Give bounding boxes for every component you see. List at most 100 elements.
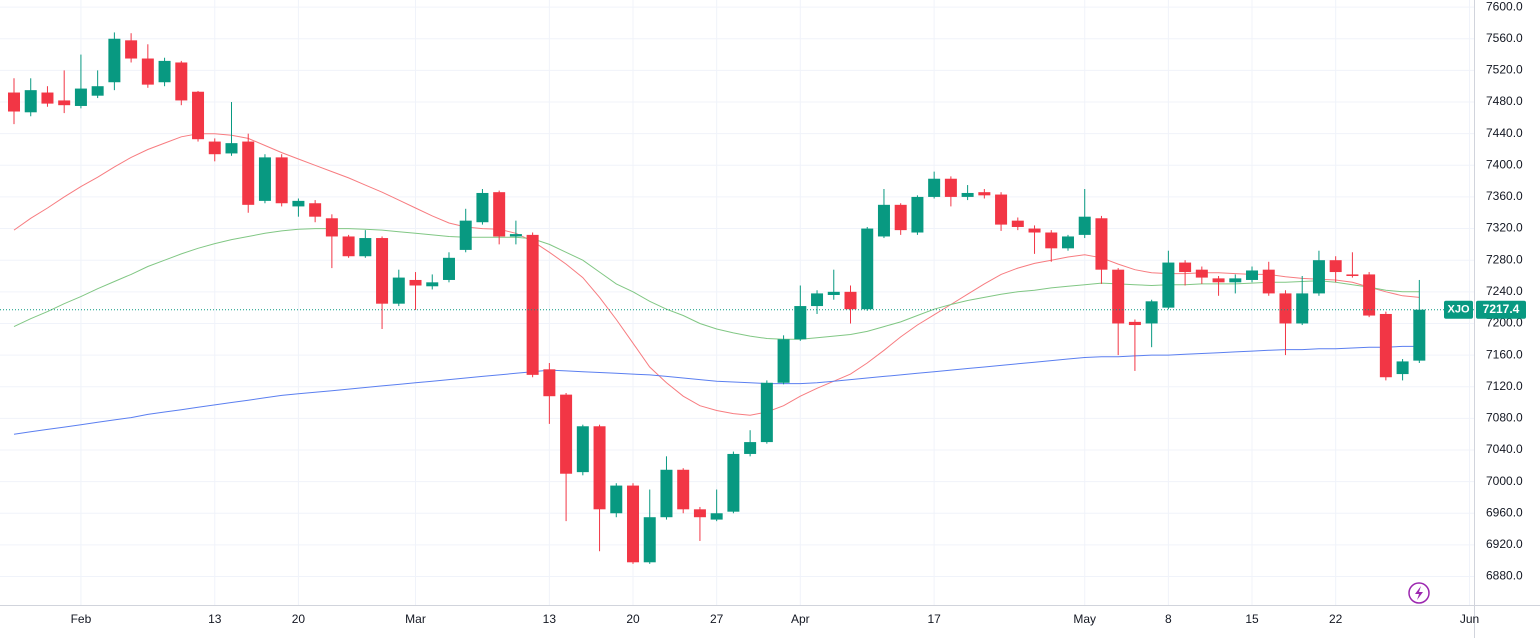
candle-body <box>24 90 37 113</box>
candle-body <box>493 192 506 237</box>
candle-body <box>1279 293 1292 324</box>
candle-body <box>995 194 1008 225</box>
candle-body <box>442 257 455 280</box>
icon-bolt <box>1415 586 1423 600</box>
y-tick-label: 7240.0 <box>1486 284 1523 298</box>
candle-body <box>125 40 138 59</box>
candle-body <box>928 178 941 197</box>
y-tick-label: 7200.0 <box>1486 316 1523 330</box>
candle-body <box>1262 269 1275 294</box>
x-tick-label: 8 <box>1165 612 1172 626</box>
axes: 6880.0 6920.0 6960.0 7000.0 7040.0 7080.0 7120… <box>71 0 1526 626</box>
y-tick-label: 7480.0 <box>1486 94 1523 108</box>
candle-body <box>627 485 640 563</box>
candle-body <box>1296 293 1309 324</box>
candle-body <box>1229 278 1242 283</box>
candle-body <box>1162 262 1175 308</box>
y-tick-label: 7560.0 <box>1486 31 1523 45</box>
y-tick-label: 7000.0 <box>1486 474 1523 488</box>
y-tick-label: 7160.0 <box>1486 347 1523 361</box>
candle-body <box>1061 236 1074 249</box>
candle-body <box>258 157 271 201</box>
x-tick-label: Mar <box>405 612 426 626</box>
x-tick-label: 13 <box>543 612 557 626</box>
candle-body <box>1363 274 1376 316</box>
candle-body <box>359 238 372 257</box>
candle-body <box>710 513 723 520</box>
candle-body <box>141 58 154 85</box>
candle-body <box>677 469 690 510</box>
candle-body <box>392 277 405 304</box>
candle-body <box>811 293 824 307</box>
candle-body <box>292 200 305 207</box>
candle-body <box>376 238 389 304</box>
candle-body <box>108 38 121 83</box>
y-tick-label: 7080.0 <box>1486 411 1523 425</box>
candle-body <box>509 234 522 237</box>
symbol-label: XJO <box>1447 304 1469 316</box>
candle-body <box>225 143 238 154</box>
y-tick-label: 7360.0 <box>1486 189 1523 203</box>
y-tick-label: 7320.0 <box>1486 221 1523 235</box>
x-tick-label: 20 <box>626 612 640 626</box>
candle-body <box>961 192 974 197</box>
candle-body <box>1246 270 1259 280</box>
candle-body <box>911 196 924 233</box>
candle-body <box>844 291 857 310</box>
candle-body <box>91 86 104 96</box>
candle-body <box>894 204 907 231</box>
candle-body <box>242 141 255 205</box>
candle-body <box>1413 309 1426 361</box>
x-tick-label: 27 <box>710 612 724 626</box>
candle-body <box>1145 301 1158 324</box>
symbol-badge <box>1444 300 1473 319</box>
candle-body <box>476 192 489 223</box>
candle-body <box>1379 313 1392 378</box>
candle-body <box>827 291 840 295</box>
candle-body <box>593 426 606 510</box>
candle-body <box>794 306 807 340</box>
x-tick-label: Jun <box>1460 612 1479 626</box>
y-tick-label: 7600.0 <box>1486 0 1523 13</box>
candle-body <box>41 92 54 104</box>
candle-body <box>1396 361 1409 375</box>
candle-body <box>275 157 288 204</box>
y-tick-label: 7120.0 <box>1486 379 1523 393</box>
y-tick-label: 6880.0 <box>1486 569 1523 583</box>
candle-body <box>610 485 623 514</box>
alert-icon[interactable] <box>1408 582 1430 604</box>
candle-body <box>978 192 991 196</box>
grid <box>0 0 1474 605</box>
y-tick-label: 6920.0 <box>1486 537 1523 551</box>
candle-body <box>1312 260 1325 294</box>
candle-body <box>760 382 773 443</box>
candle-body <box>660 469 673 518</box>
icon-ring <box>1408 582 1430 604</box>
candle-body <box>1078 216 1091 235</box>
candle-body <box>576 426 589 473</box>
y-tick-label: 7520.0 <box>1486 63 1523 77</box>
x-tick-label: 22 <box>1329 612 1343 626</box>
candle-body <box>1329 260 1342 273</box>
x-tick-label: 15 <box>1245 612 1259 626</box>
candle-body <box>944 178 957 197</box>
candle-body <box>861 228 874 310</box>
y-tick-label: 7440.0 <box>1486 126 1523 140</box>
candle-body <box>325 218 338 237</box>
candle-body <box>409 279 422 286</box>
y-tick-label: 7040.0 <box>1486 442 1523 456</box>
moving-average-line <box>13 345 1420 435</box>
candle-body <box>1212 278 1225 283</box>
candle-body <box>727 453 740 512</box>
candle-body <box>1346 274 1359 277</box>
candle-body <box>426 282 439 287</box>
price-label: 7217.4 <box>1483 302 1520 316</box>
candle-body <box>1095 218 1108 270</box>
plot <box>0 32 1474 564</box>
candle-body <box>526 234 539 375</box>
candle-body <box>543 369 556 397</box>
x-tick-label: Apr <box>791 612 810 626</box>
candle-body <box>744 442 757 454</box>
